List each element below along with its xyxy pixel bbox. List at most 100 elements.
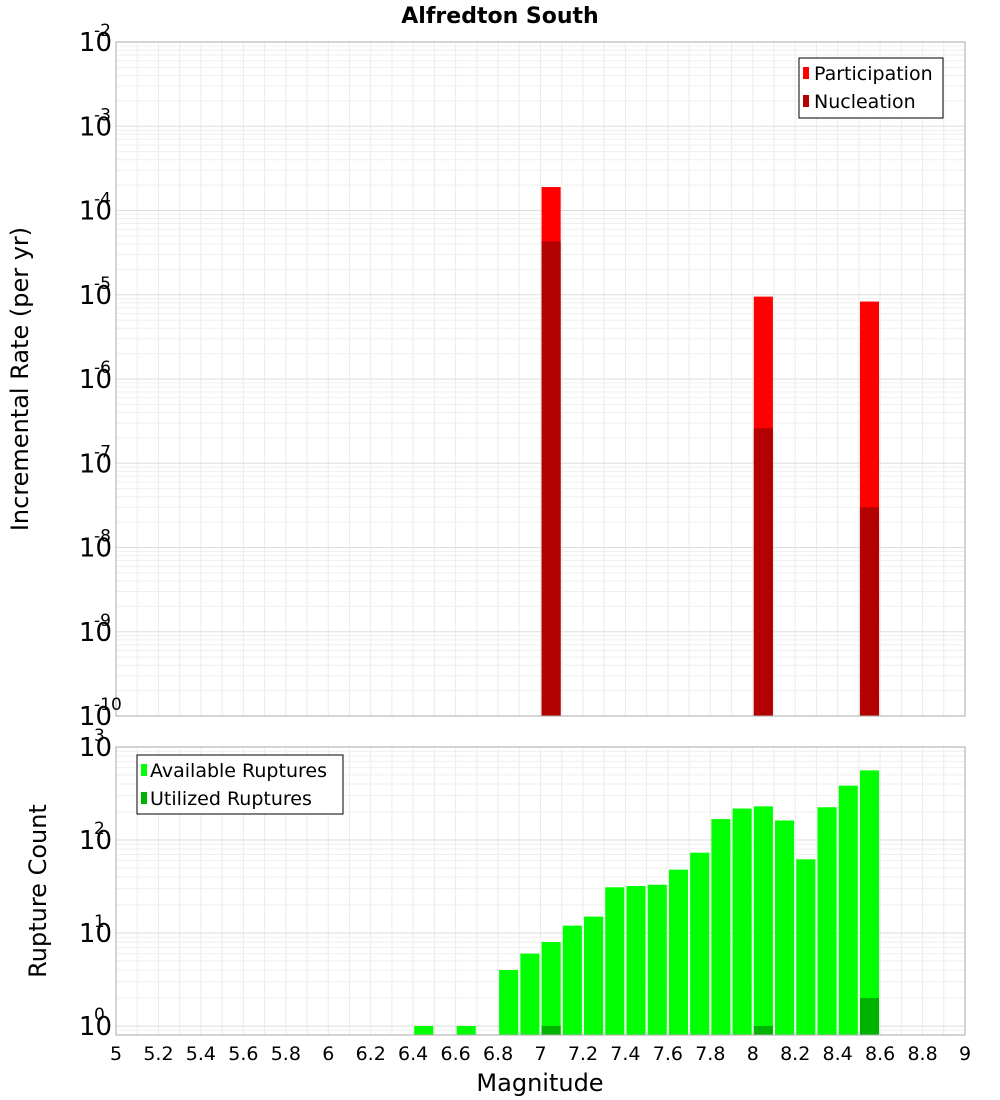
- x-tick-label: 5.2: [143, 1043, 173, 1065]
- rate-y-tick-exponent: -10: [94, 695, 122, 715]
- rate-y-tick-label: 10: [79, 618, 112, 648]
- count-y-tick-label: 10: [79, 919, 112, 949]
- x-tick-label: 8.8: [907, 1043, 937, 1065]
- rate-y-tick-exponent: -7: [94, 442, 111, 462]
- count-y-tick-exponent: 3: [94, 726, 105, 746]
- rate-y-tick-label: 10: [79, 365, 112, 395]
- x-tick-label: 6: [322, 1043, 334, 1065]
- bar-available-ruptures: [668, 869, 689, 1035]
- rate-y-tick-exponent: -6: [94, 358, 111, 378]
- bar-available-ruptures: [541, 942, 561, 1035]
- legend-label-nucleation: Nucleation: [814, 91, 916, 113]
- bar-nucleation: [541, 241, 561, 716]
- rate-y-tick-label: 10: [79, 112, 112, 142]
- x-tick-label: 5.4: [186, 1043, 216, 1065]
- rate-y-tick-exponent: -5: [94, 274, 111, 294]
- legend-swatch-nucleation: [803, 95, 809, 107]
- count-plot-border: [115, 746, 966, 1036]
- rate-y-tick-exponent: -4: [94, 190, 111, 210]
- x-tick-label: 9: [959, 1043, 971, 1065]
- bar-utilized-ruptures: [753, 1025, 773, 1035]
- x-tick-label: 8: [747, 1043, 759, 1065]
- bar-available-ruptures: [456, 1025, 476, 1035]
- rate-y-tick-label: 10: [79, 534, 112, 564]
- legend-label-utilized-ruptures: Utilized Ruptures: [150, 788, 312, 810]
- count-y-axis-label: Rupture Count: [24, 804, 52, 978]
- rate-legend: Participation Nucleation: [798, 57, 944, 119]
- rate-plot-border: [115, 41, 966, 717]
- legend-label-available-ruptures: Available Ruptures: [150, 760, 327, 782]
- legend-swatch-utilized-ruptures: [141, 792, 147, 804]
- rate-y-tick-exponent: -3: [94, 105, 111, 125]
- x-tick-label: 6.4: [398, 1043, 428, 1065]
- bar-nucleation: [753, 428, 773, 716]
- rate-y-tick-label: 10: [79, 281, 112, 311]
- x-tick-label: 6.8: [483, 1043, 513, 1065]
- bar-available-ruptures: [753, 806, 773, 1035]
- count-legend-box: [136, 754, 344, 815]
- x-tick-label: 8.4: [823, 1043, 853, 1065]
- bar-available-ruptures: [499, 969, 519, 1035]
- x-tick-label: 7.8: [695, 1043, 725, 1065]
- x-tick-label: 6.2: [356, 1043, 386, 1065]
- bar-available-ruptures: [414, 1025, 434, 1035]
- legend-swatch-available-ruptures: [141, 764, 147, 776]
- rate-y-tick-label: 10: [79, 28, 112, 58]
- rate-bars: [541, 187, 880, 716]
- rate-y-tick-exponent: -9: [94, 611, 111, 631]
- bar-available-ruptures: [605, 887, 625, 1035]
- bar-utilized-ruptures: [541, 1025, 561, 1035]
- bar-nucleation: [859, 507, 880, 716]
- bar-available-ruptures: [838, 785, 858, 1035]
- bar-available-ruptures: [584, 916, 604, 1035]
- bar-available-ruptures: [690, 852, 710, 1035]
- bar-available-ruptures: [817, 807, 837, 1035]
- rate-y-tick-label: 10: [79, 197, 112, 227]
- magnitude-x-ticks: 5 5.2 5.4 5.6 5.8 6 6.2 6.4 6.6 6.8 7 7.2 7.4 7.6 7.8 8…: [110, 1043, 971, 1065]
- rate-legend-box: [798, 57, 944, 119]
- x-tick-label: 5: [110, 1043, 122, 1065]
- bar-available-ruptures: [711, 819, 731, 1035]
- bar-available-ruptures: [562, 925, 582, 1035]
- rate-y-axis-label: Incremental Rate (per yr): [6, 227, 34, 531]
- count-y-tick-exponent: 1: [94, 912, 105, 932]
- bar-available-ruptures: [859, 770, 880, 1035]
- x-axis-label: Magnitude: [476, 1069, 603, 1097]
- chart-title: Alfredton South: [401, 4, 598, 29]
- bar-available-ruptures: [626, 886, 646, 1035]
- count-y-tick-label: 10: [79, 826, 112, 856]
- x-tick-label: 8.6: [865, 1043, 895, 1065]
- rate-y-tick-exponent: -8: [94, 527, 111, 547]
- x-tick-label: 7.6: [653, 1043, 683, 1065]
- x-tick-label: 5.8: [271, 1043, 301, 1065]
- rate-y-tick-label: 10: [79, 449, 112, 479]
- rate-grid: [116, 42, 965, 716]
- count-bars: [414, 770, 880, 1035]
- count-y-tick-exponent: 2: [94, 819, 105, 839]
- count-y-tick-label: 10: [79, 733, 112, 763]
- bar-available-ruptures: [647, 884, 667, 1035]
- bar-available-ruptures: [796, 859, 816, 1035]
- bar-utilized-ruptures: [859, 997, 880, 1035]
- rate-y-tick-label: 10: [79, 702, 112, 732]
- x-tick-label: 6.6: [440, 1043, 470, 1065]
- x-tick-label: 7: [534, 1043, 546, 1065]
- bar-available-ruptures: [732, 808, 752, 1035]
- x-tick-label: 8.2: [780, 1043, 810, 1065]
- legend-label-participation: Participation: [814, 63, 933, 85]
- x-tick-label: 7.2: [568, 1043, 598, 1065]
- count-y-tick-label: 10: [79, 1012, 112, 1042]
- x-tick-label: 5.6: [228, 1043, 258, 1065]
- rate-y-tick-exponent: -2: [94, 21, 111, 41]
- bar-available-ruptures: [775, 820, 795, 1035]
- legend-swatch-participation: [803, 67, 809, 79]
- bar-available-ruptures: [520, 953, 540, 1035]
- count-y-tick-exponent: 0: [94, 1005, 105, 1025]
- x-tick-label: 7.4: [610, 1043, 640, 1065]
- count-legend: Available Ruptures Utilized Ruptures: [136, 754, 344, 815]
